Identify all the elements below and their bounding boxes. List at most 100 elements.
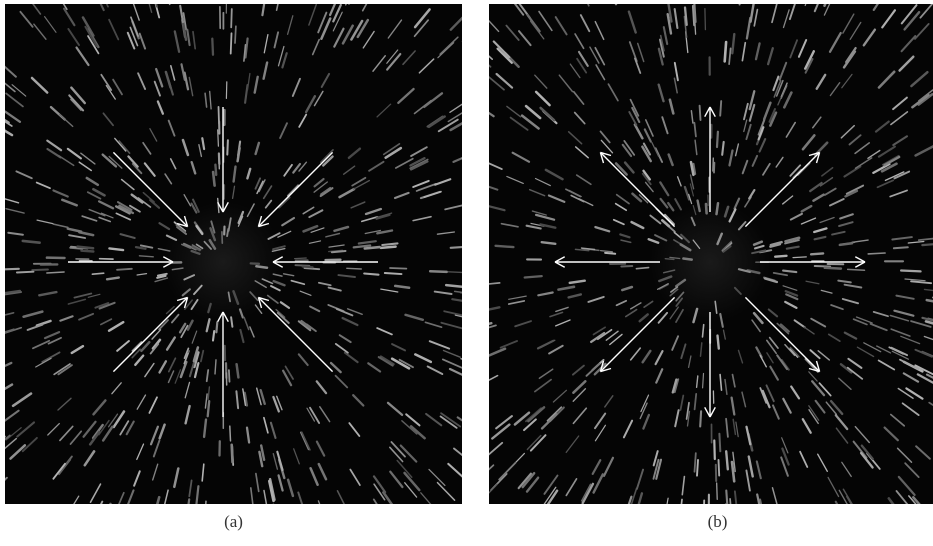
streak: [140, 340, 151, 353]
streak: [142, 141, 152, 155]
streak: [801, 418, 812, 434]
streak: [910, 280, 933, 285]
panel-b-image: [489, 4, 933, 504]
streak: [494, 244, 515, 249]
streak: [165, 336, 177, 351]
streak: [695, 375, 699, 388]
streak: [61, 198, 78, 207]
streak: [699, 342, 703, 357]
streak: [899, 358, 920, 370]
streak: [521, 472, 536, 489]
streak: [592, 326, 606, 336]
streak: [813, 4, 819, 13]
streak: [413, 99, 432, 115]
streak: [156, 272, 168, 277]
streak: [645, 119, 654, 137]
streak: [155, 4, 158, 8]
streak: [543, 474, 559, 495]
streak: [843, 165, 862, 178]
streak: [372, 498, 378, 504]
streak: [176, 226, 188, 235]
streak: [148, 396, 158, 414]
streak: [208, 239, 217, 250]
streak: [112, 410, 126, 429]
streak: [413, 19, 430, 38]
streak: [893, 170, 911, 180]
streak: [509, 116, 529, 131]
streak: [673, 8, 679, 30]
streak: [377, 356, 394, 367]
streak: [674, 409, 680, 428]
streak: [298, 113, 308, 128]
streak: [62, 7, 76, 27]
streak: [266, 294, 279, 304]
streak: [100, 318, 113, 326]
streak: [156, 100, 165, 115]
streak: [505, 24, 520, 41]
streak: [256, 180, 264, 195]
streak: [447, 462, 462, 478]
streak: [919, 4, 933, 19]
streak: [174, 369, 182, 384]
streak: [21, 436, 38, 453]
streak: [393, 284, 411, 290]
streak: [32, 4, 42, 15]
streak: [178, 322, 187, 334]
streak: [671, 335, 680, 351]
streak: [881, 154, 900, 166]
streak: [338, 187, 356, 199]
streak: [614, 202, 628, 212]
streak: [741, 159, 749, 175]
streak: [5, 118, 10, 124]
streak: [57, 364, 73, 376]
streak: [538, 10, 553, 32]
streak: [425, 412, 443, 427]
streak: [151, 338, 162, 350]
streak: [235, 390, 240, 410]
streak: [817, 350, 831, 361]
streak: [721, 242, 733, 252]
streak: [747, 455, 754, 478]
streak: [173, 30, 181, 53]
streak: [774, 254, 788, 258]
panel-b-caption: (b): [707, 512, 728, 531]
streak: [643, 128, 652, 143]
streak: [918, 89, 933, 102]
streak: [867, 252, 886, 255]
streak: [642, 169, 652, 181]
streak: [591, 459, 602, 475]
streak: [528, 188, 546, 197]
streak: [883, 426, 899, 442]
streak: [799, 450, 809, 468]
streak: [759, 498, 763, 504]
streak: [823, 187, 837, 196]
streak: [664, 257, 675, 261]
streak: [99, 4, 105, 12]
streak: [209, 90, 212, 110]
streak: [301, 265, 314, 269]
streak: [97, 200, 115, 210]
streak: [43, 16, 57, 33]
streak: [889, 189, 908, 198]
streak: [921, 316, 933, 322]
streak: [433, 290, 453, 295]
streak: [442, 349, 461, 358]
streak: [905, 387, 924, 400]
streak: [615, 299, 628, 307]
streak: [719, 373, 723, 392]
streak: [386, 401, 404, 417]
streak: [107, 413, 119, 428]
streak: [821, 166, 834, 177]
streak: [183, 71, 190, 91]
streak: [202, 418, 208, 439]
streak: [362, 30, 375, 49]
streak: [188, 76, 194, 97]
streak: [243, 391, 249, 407]
streak: [877, 359, 896, 371]
streak: [641, 172, 652, 186]
streak: [381, 242, 399, 247]
streak: [5, 65, 17, 78]
streak: [638, 194, 649, 204]
streak: [676, 176, 682, 187]
streak: [657, 83, 665, 103]
